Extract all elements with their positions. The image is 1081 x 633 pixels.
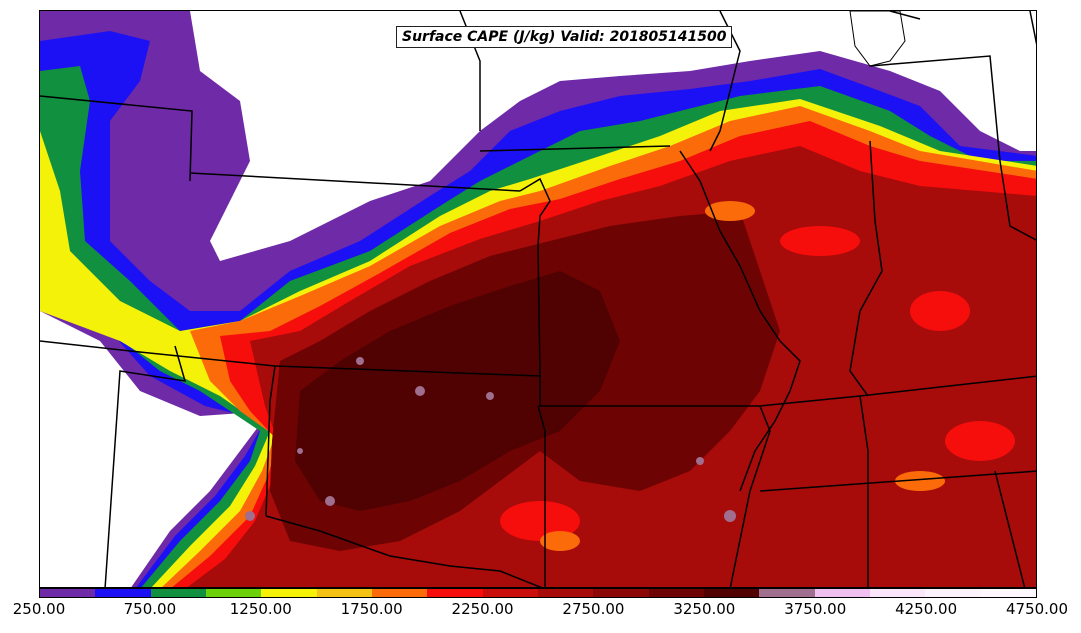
colorbar-segment <box>40 589 96 597</box>
colorbar-tick-label: 4250.00 <box>895 600 958 618</box>
colorbar-tick-label: 2250.00 <box>451 600 514 618</box>
colorbar-segment <box>261 589 317 597</box>
colorbar-tick-label: 1750.00 <box>340 600 403 618</box>
cape-patches-orange <box>540 201 945 551</box>
colorbar-segment <box>316 589 372 597</box>
colorbar-tick-label: 250.00 <box>12 600 66 618</box>
colorbar-tick-label: 2750.00 <box>562 600 625 618</box>
colorbar-segment <box>869 589 926 597</box>
colorbar-tick-label: 750.00 <box>123 600 177 618</box>
cape-shading <box>40 11 1036 587</box>
colorbar-segment <box>150 589 206 597</box>
colorbar-ticks: 250.00 750.00 1250.00 1750.00 2250.00 2750.00… <box>13 600 1068 624</box>
colorbar-tick-label: 1250.00 <box>229 600 292 618</box>
cape-patches-bright <box>500 226 1015 541</box>
colorbar-segment <box>95 589 151 597</box>
state-boundaries <box>40 11 1036 587</box>
cape-map: Surface CAPE (J/kg) Valid: 201805141500 <box>39 10 1037 588</box>
colorbar-tick-label: 3750.00 <box>784 600 847 618</box>
colorbar-segment <box>925 589 981 597</box>
colorbar-tick-label: 3250.00 <box>673 600 736 618</box>
colorbar-segment <box>648 589 704 597</box>
colorbar-segment <box>980 589 1036 597</box>
colorbar <box>39 588 1037 598</box>
colorbar-segment <box>371 589 428 597</box>
cape-patches-4750 <box>245 357 736 522</box>
colorbar-segment <box>205 589 262 597</box>
map-title: Surface CAPE (J/kg) Valid: 201805141500 <box>396 26 733 48</box>
colorbar-segment <box>593 589 649 597</box>
colorbar-tick-label: 4750.00 <box>1005 600 1069 618</box>
colorbar-segment <box>427 589 483 597</box>
colorbar-segment <box>703 589 760 597</box>
cape-contour-map <box>40 11 1036 587</box>
colorbar-segment <box>759 589 815 597</box>
colorbar-segment <box>814 589 870 597</box>
colorbar-segment <box>482 589 538 597</box>
colorbar-segment <box>537 589 594 597</box>
lake-michigan <box>849 11 906 67</box>
